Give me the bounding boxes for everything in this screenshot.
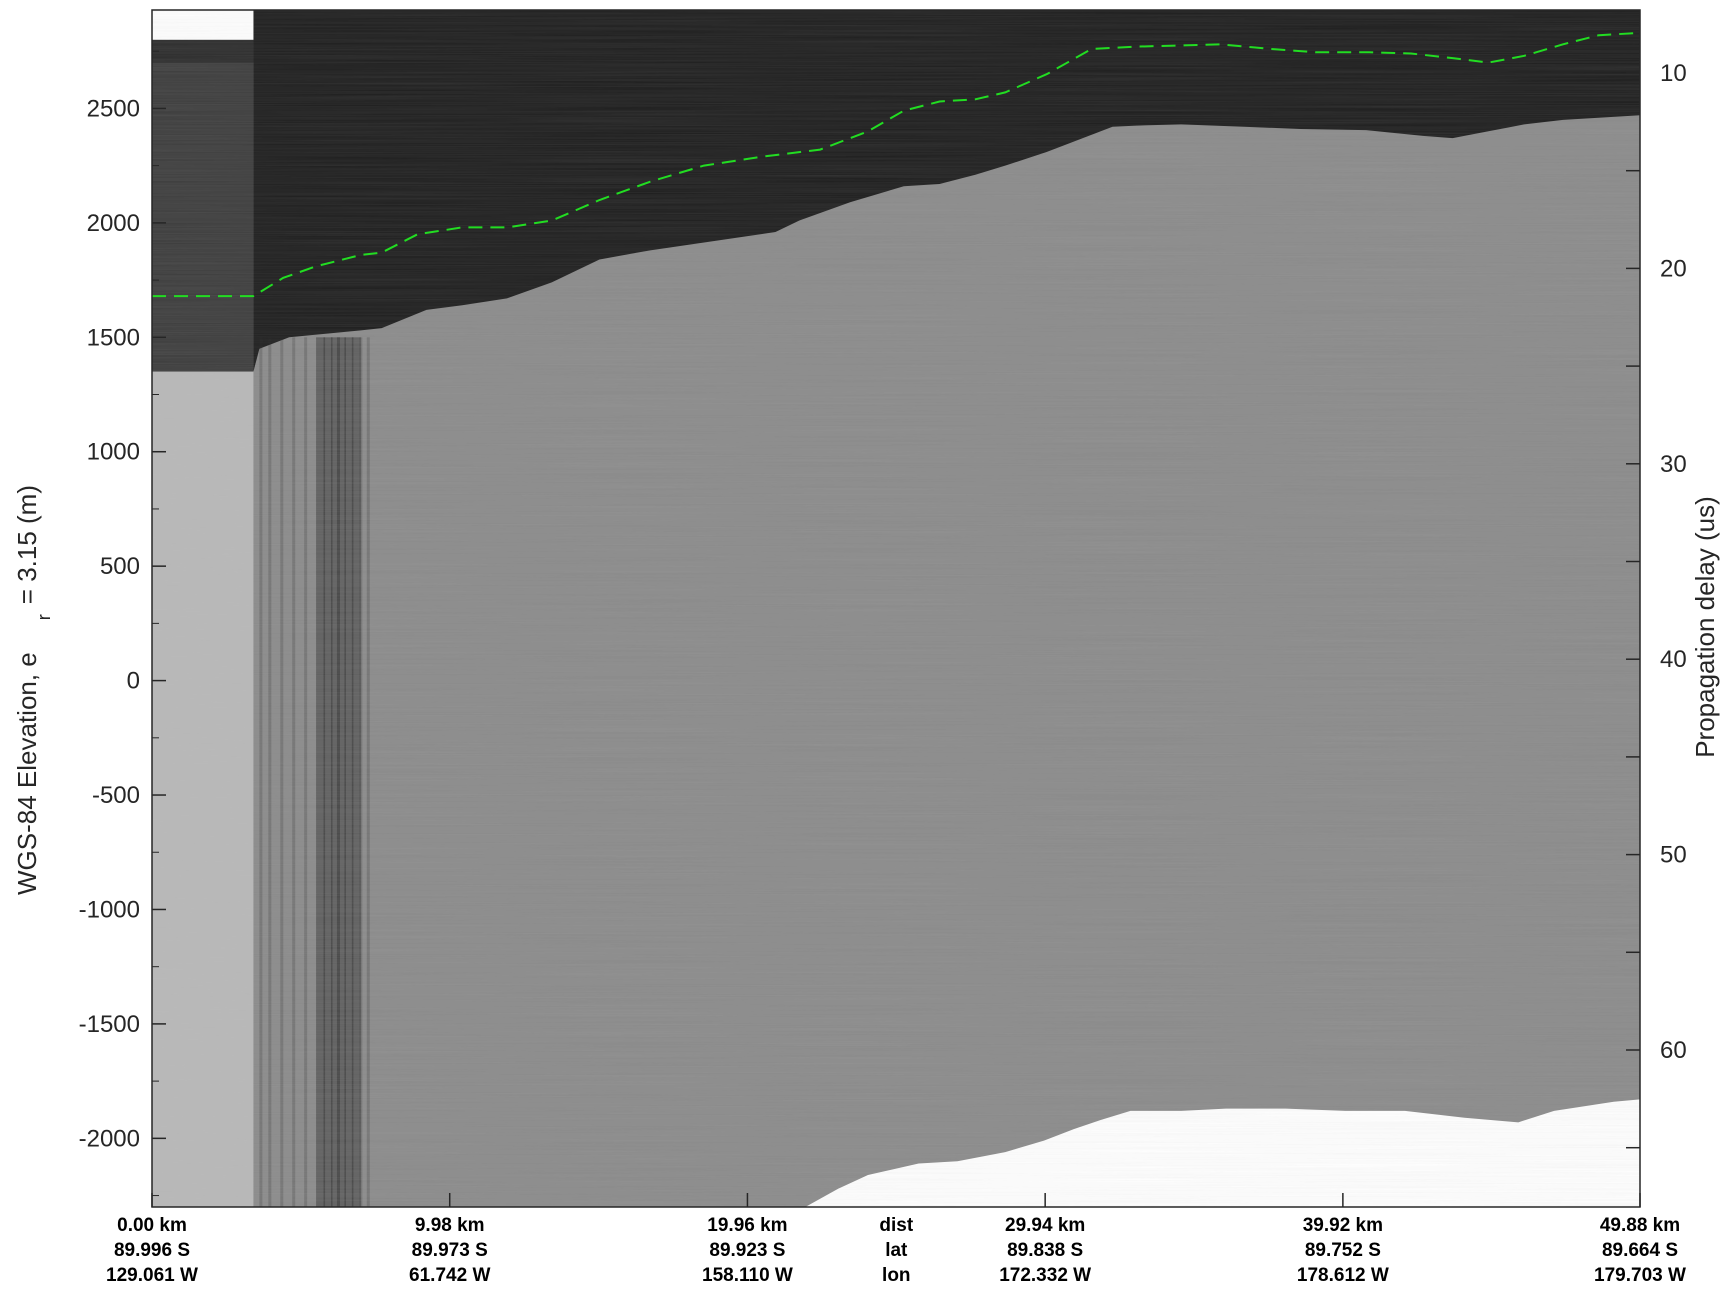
dist-label: 0.00 km xyxy=(117,1215,187,1236)
right-tick-label: 30 xyxy=(1660,451,1687,478)
plot-area xyxy=(152,10,1640,1207)
right-tick-label: 50 xyxy=(1660,842,1687,869)
lat-label: 89.923 S xyxy=(709,1240,785,1261)
left-tick-label: 1500 xyxy=(87,324,140,351)
lon-label: 179.703 W xyxy=(1594,1265,1686,1286)
left-tick-label: 500 xyxy=(100,553,140,580)
lat-label: 89.838 S xyxy=(1007,1240,1083,1261)
right-tick-label: 40 xyxy=(1660,646,1687,673)
left-y-axis-label: WGS-84 Elevation, er= 3.15 (m) xyxy=(12,485,54,895)
left-tick-label: 1000 xyxy=(87,439,140,466)
left-tick-label: -1000 xyxy=(79,896,140,923)
right-y-axis-label: Propagation delay (us) xyxy=(1690,496,1720,758)
left-tick-label: 2000 xyxy=(87,210,140,237)
lon-label: 158.110 W xyxy=(702,1265,793,1286)
lon-label: 172.332 W xyxy=(999,1265,1091,1286)
lat-label: 89.664 S xyxy=(1602,1240,1678,1261)
left-tick-label: 2500 xyxy=(87,95,140,122)
dist-label: 39.92 km xyxy=(1303,1215,1383,1236)
right-tick-label: 10 xyxy=(1660,60,1687,87)
left-tick-label: 0 xyxy=(127,668,140,695)
dist-label: 29.94 km xyxy=(1005,1215,1085,1236)
lat-row-header: lat xyxy=(885,1240,908,1261)
lon-row-header: lon xyxy=(882,1265,911,1286)
lon-label: 178.612 W xyxy=(1297,1265,1389,1286)
dist-label: 9.98 km xyxy=(415,1215,485,1236)
lon-label: 61.742 W xyxy=(409,1265,490,1286)
right-tick-label: 60 xyxy=(1660,1037,1687,1064)
dist-label: 19.96 km xyxy=(707,1215,787,1236)
lon-label: 129.061 W xyxy=(106,1265,198,1286)
lat-label: 89.973 S xyxy=(412,1240,488,1261)
left-y-axis: 2500 2000 1500 1000 500 0 -500 -1000 -1500 -2000 xyxy=(79,51,166,1195)
noise-texture xyxy=(152,10,1640,1207)
dist-label: 49.88 km xyxy=(1600,1215,1680,1236)
lat-label: 89.752 S xyxy=(1305,1240,1381,1261)
lat-label: 89.996 S xyxy=(114,1240,190,1261)
left-tick-label: -2000 xyxy=(79,1125,140,1152)
left-tick-label: -1500 xyxy=(79,1011,140,1038)
left-tick-label: -500 xyxy=(92,782,140,809)
right-tick-label: 20 xyxy=(1660,255,1687,282)
dist-row-header: dist xyxy=(879,1215,913,1236)
